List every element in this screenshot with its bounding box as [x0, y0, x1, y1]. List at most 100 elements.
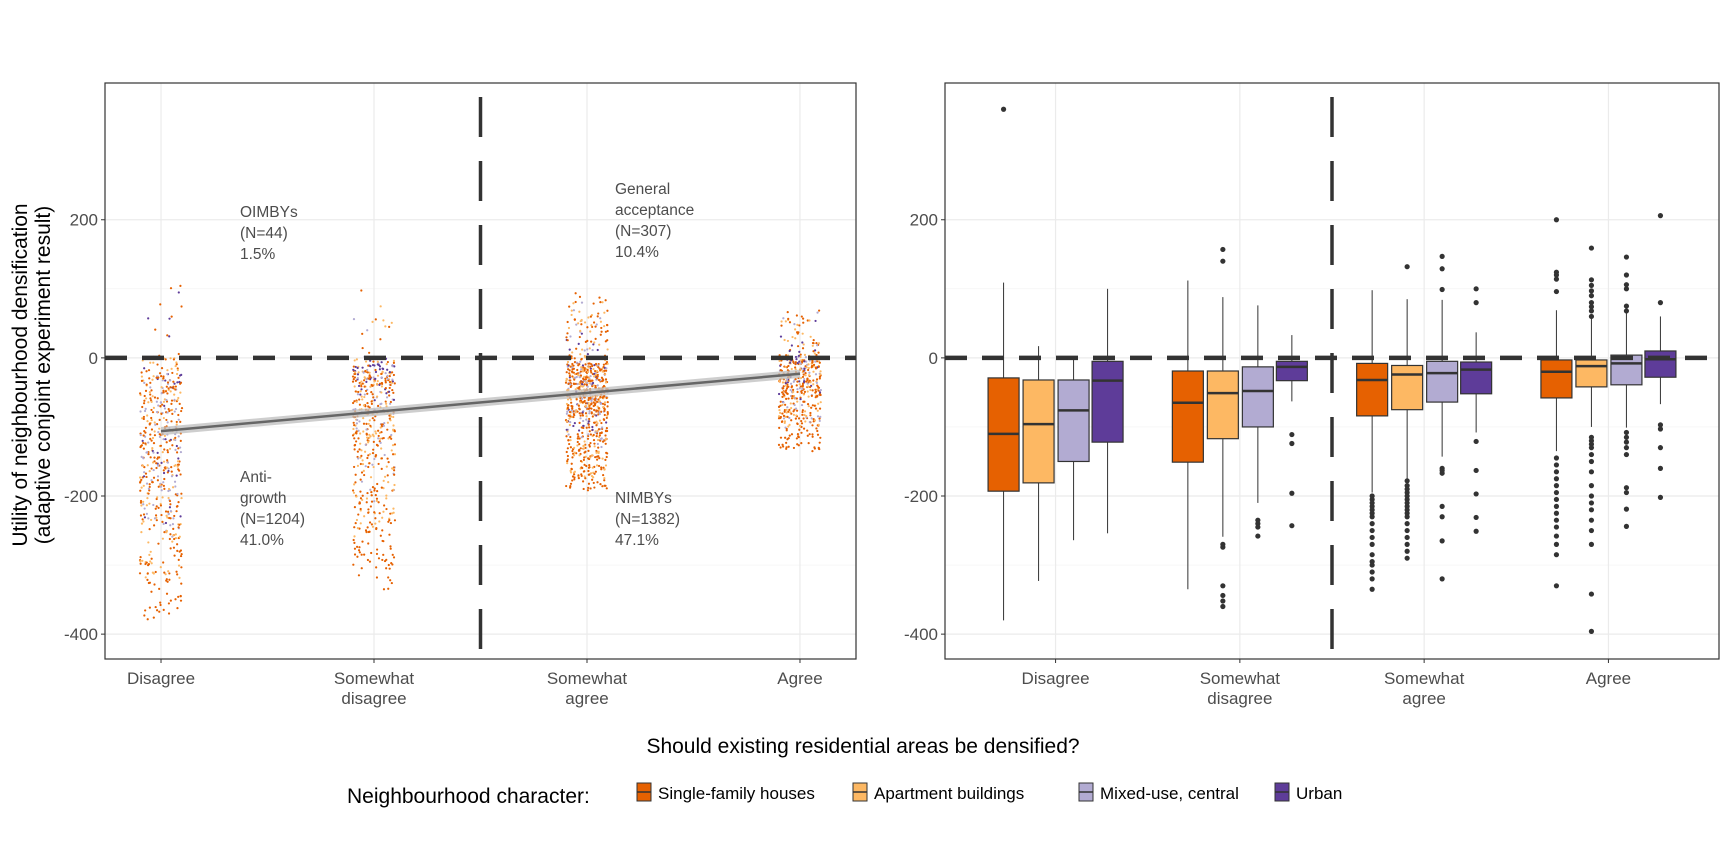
scatter-point	[806, 390, 809, 393]
scatter-point	[169, 287, 173, 290]
legend-item: Mixed-use, central	[1078, 782, 1239, 803]
scatter-point	[796, 400, 799, 403]
scatter-point	[144, 562, 147, 566]
scatter-point	[601, 396, 604, 399]
scatter-point	[153, 434, 157, 437]
scatter-point	[605, 396, 608, 400]
scatter-point	[589, 369, 592, 373]
scatter-point	[140, 522, 144, 525]
scatter-point	[575, 361, 578, 364]
scatter-point	[586, 489, 590, 492]
scatter-point	[144, 472, 148, 475]
scatter-point	[140, 530, 143, 534]
scatter-point	[139, 480, 142, 483]
scatter-point	[812, 342, 815, 345]
scatter-point	[353, 506, 357, 509]
scatter-point	[179, 473, 182, 476]
scatter-point	[591, 379, 594, 382]
scatter-point	[168, 537, 171, 541]
scatter-point	[370, 400, 373, 403]
scatter-point	[594, 373, 598, 376]
scatter-point	[817, 423, 820, 426]
boxplot	[1644, 213, 1677, 500]
scatter-point	[587, 423, 590, 426]
scatter-point	[788, 321, 792, 324]
scatter-point	[149, 456, 152, 459]
scatter-point	[567, 439, 570, 442]
outlier-point	[1623, 254, 1630, 260]
scatter-point	[603, 408, 606, 411]
scatter-point	[580, 301, 584, 304]
scatter-point	[569, 485, 572, 488]
scatter-point	[358, 398, 361, 401]
scatter-point	[380, 447, 383, 450]
scatter-point	[152, 503, 155, 507]
y-tick-label: 200	[910, 211, 938, 230]
scatter-point	[573, 361, 577, 364]
scatter-point	[592, 433, 595, 437]
scatter-point	[162, 377, 165, 380]
scatter-point	[169, 533, 172, 536]
scatter-point	[785, 392, 789, 395]
scatter-point	[360, 449, 363, 452]
scatter-point	[803, 390, 807, 394]
scatter-point	[144, 442, 147, 445]
scatter-point	[581, 370, 585, 373]
scatter-point	[812, 363, 816, 366]
outlier-point	[1588, 445, 1595, 451]
scatter-point	[599, 317, 602, 320]
boxplot	[1171, 280, 1204, 590]
scatter-point	[587, 398, 590, 402]
scatter-point	[142, 475, 146, 478]
scatter-point	[162, 389, 165, 392]
scatter-point	[601, 485, 604, 488]
scatter-point	[362, 379, 366, 382]
scatter-point	[373, 487, 376, 490]
scatter-point	[583, 383, 586, 386]
scatter-point	[172, 527, 175, 531]
scatter-point	[595, 464, 599, 467]
outlier-point	[1553, 276, 1560, 282]
scatter-point	[173, 398, 176, 401]
scatter-point	[146, 578, 149, 581]
scatter-point	[813, 352, 816, 355]
scatter-point	[163, 407, 167, 410]
scatter-point	[606, 429, 609, 433]
scatter-point	[795, 409, 799, 412]
scatter-point	[588, 430, 591, 433]
scatter-point	[385, 402, 388, 405]
scatter-point	[588, 426, 591, 429]
scatter-point	[367, 364, 370, 367]
scatter-point	[802, 343, 805, 346]
scatter-point	[799, 385, 803, 388]
scatter-point	[571, 456, 574, 459]
scatter-point	[589, 382, 593, 385]
scatter-point	[592, 476, 595, 479]
scatter-point	[578, 382, 581, 386]
scatter-point	[380, 372, 383, 375]
scatter-point	[603, 479, 606, 482]
scatter-point	[377, 501, 380, 504]
scatter-point	[569, 379, 572, 382]
scatter-point	[177, 595, 180, 598]
scatter-point	[392, 507, 395, 510]
scatter-point	[809, 381, 812, 384]
scatter-point	[578, 449, 581, 452]
scatter-point	[598, 408, 601, 411]
scatter-point	[152, 406, 155, 409]
scatter-point	[376, 374, 380, 377]
scatter-point	[603, 369, 606, 372]
scatter-point	[161, 403, 164, 406]
scatter-point	[796, 443, 799, 446]
scatter-point	[153, 421, 156, 424]
scatter-point	[804, 374, 807, 377]
scatter-point	[802, 373, 805, 376]
scatter-point	[591, 425, 594, 429]
scatter-point	[353, 385, 356, 388]
scatter-point	[391, 553, 394, 556]
scatter-point	[795, 397, 798, 400]
scatter-point	[385, 567, 388, 570]
scatter-point	[587, 466, 591, 469]
outlier-point	[1553, 217, 1560, 223]
scatter-point	[146, 618, 149, 621]
